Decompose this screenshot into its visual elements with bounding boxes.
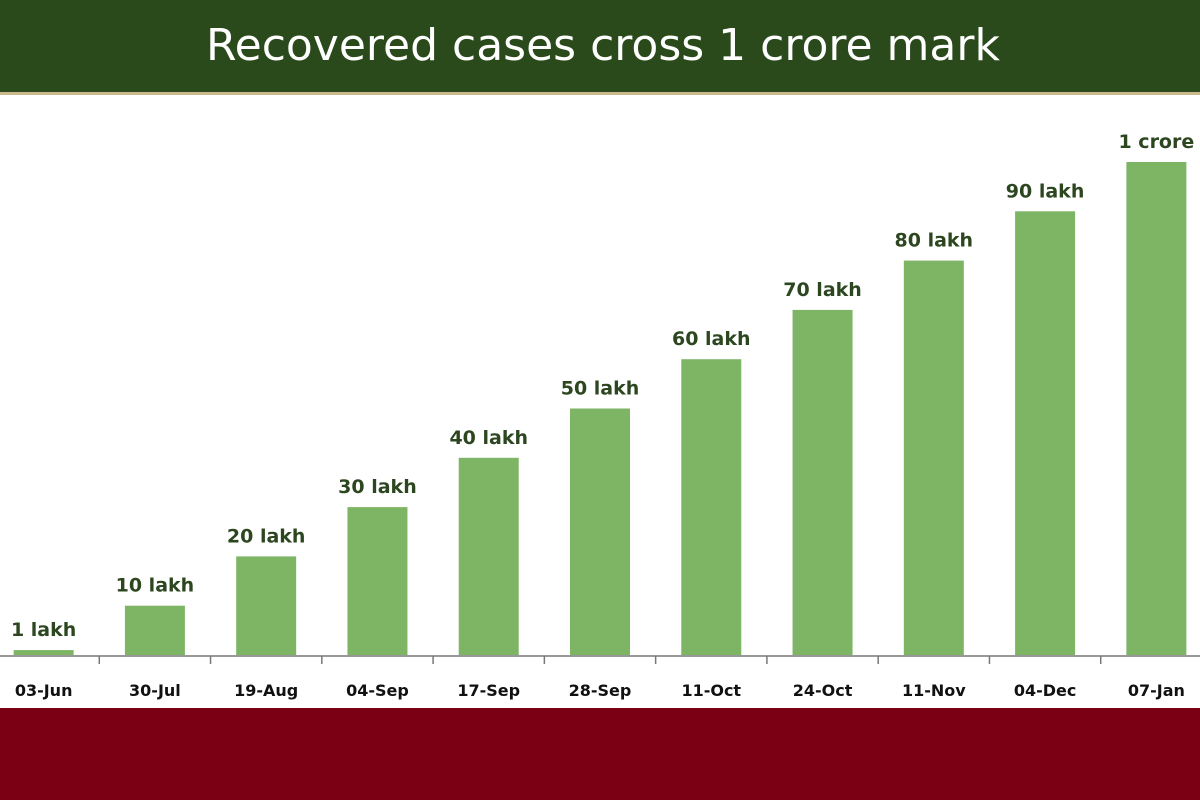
chart-title: Recovered cases cross 1 crore mark xyxy=(206,20,1000,71)
x-tick-label: 19-Aug xyxy=(234,681,298,700)
value-label: 40 lakh xyxy=(449,427,528,449)
value-label: 30 lakh xyxy=(338,476,417,498)
footer-band xyxy=(0,708,1200,800)
bar xyxy=(903,260,964,655)
value-label: 90 lakh xyxy=(1006,180,1085,202)
x-tick-label: 28-Sep xyxy=(569,681,632,700)
bar xyxy=(458,457,519,655)
x-tick-label: 04-Sep xyxy=(346,681,409,700)
value-label: 1 lakh xyxy=(11,619,76,641)
x-tick-label: 11-Oct xyxy=(681,681,741,700)
bar xyxy=(236,556,297,655)
bar xyxy=(13,650,74,655)
x-tick-label: 04-Dec xyxy=(1014,681,1077,700)
value-label: 50 lakh xyxy=(561,378,640,400)
bar xyxy=(792,309,853,655)
x-tick-label: 07-Jan xyxy=(1128,681,1185,700)
header-rule xyxy=(0,92,1200,95)
x-tick-label: 24-Oct xyxy=(793,681,853,700)
bar xyxy=(124,605,185,655)
bar xyxy=(347,507,408,655)
bar xyxy=(1015,211,1076,656)
value-label: 60 lakh xyxy=(672,328,751,350)
value-label: 10 lakh xyxy=(116,575,195,597)
bar xyxy=(681,359,742,655)
value-label: 20 lakh xyxy=(227,525,306,547)
x-tick-label: 17-Sep xyxy=(457,681,520,700)
header-band xyxy=(0,0,1200,92)
x-tick-label: 30-Jul xyxy=(129,681,181,700)
bar xyxy=(570,408,630,655)
x-tick-label: 11-Nov xyxy=(902,681,966,700)
x-tick-label: 03-Jun xyxy=(15,681,73,700)
value-label: 1 crore xyxy=(1118,131,1194,153)
value-label: 80 lakh xyxy=(895,230,974,252)
bar xyxy=(1126,162,1187,655)
value-label: 70 lakh xyxy=(783,279,862,301)
